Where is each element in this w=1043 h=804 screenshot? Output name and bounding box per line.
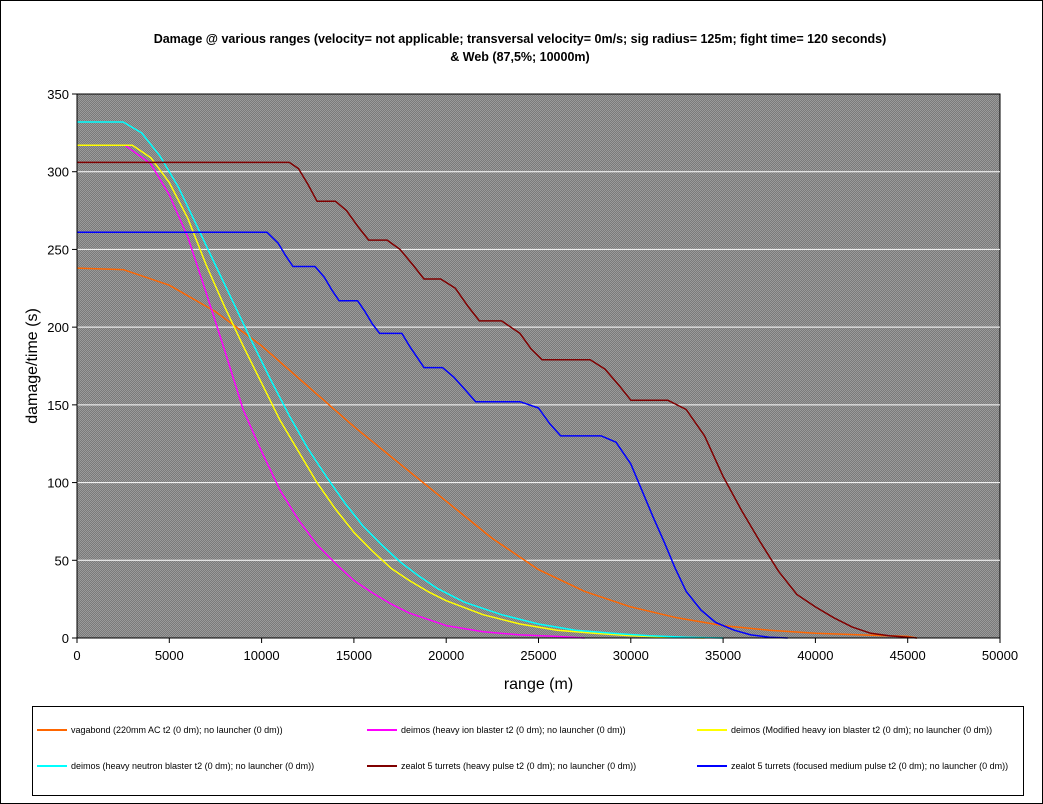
- legend-swatch: [697, 765, 727, 767]
- legend-label: deimos (heavy neutron blaster t2 (0 dm);…: [71, 761, 315, 771]
- gridlines: [77, 171, 1000, 561]
- y-axis-title: damage/time (s): [24, 308, 41, 424]
- y-tick-label: 50: [55, 553, 69, 568]
- series-layer: [76, 121, 918, 639]
- chart-title: Damage @ various ranges (velocity= not a…: [153, 32, 887, 64]
- x-axis-title: range (m): [504, 676, 573, 693]
- x-tick-label: 30000: [613, 648, 649, 663]
- legend-label: vagabond (220mm AC t2 (0 dm); no launche…: [71, 725, 283, 735]
- x-tick-label: 0: [73, 648, 80, 663]
- series-line-4: [77, 121, 724, 639]
- legend-label: deimos (heavy ion blaster t2 (0 dm); no …: [401, 725, 626, 735]
- y-tick-label: 200: [47, 320, 69, 335]
- y-tick-label: 300: [47, 165, 69, 180]
- legend-swatch: [367, 765, 397, 767]
- legend-item: deimos (heavy neutron blaster t2 (0 dm);…: [37, 759, 314, 773]
- legend-item: zealot 5 turrets (focused medium pulse t…: [697, 759, 1008, 773]
- legend-item: vagabond (220mm AC t2 (0 dm); no launche…: [37, 723, 283, 737]
- x-tick-label: 35000: [705, 648, 741, 663]
- x-tick-label: 10000: [244, 648, 280, 663]
- axes: 0 50 100 150 200 250 300 350 0 5000 10000 15000 2000…: [47, 87, 1018, 663]
- x-tick-label: 15000: [336, 648, 372, 663]
- y-tick-label: 0: [62, 631, 69, 646]
- series-line-1: [76, 267, 918, 639]
- x-tick-label: 45000: [890, 648, 926, 663]
- x-tick-label: 5000: [155, 648, 184, 663]
- legend-swatch: [697, 729, 727, 731]
- y-tick-label: 150: [47, 398, 69, 413]
- legend-label: zealot 5 turrets (focused medium pulse t…: [731, 761, 1009, 771]
- legend-swatch: [37, 765, 67, 767]
- y-tick-label: 100: [47, 476, 69, 491]
- x-tick-label: 50000: [982, 648, 1018, 663]
- plot-area: [76, 93, 1001, 639]
- legend-label: deimos (Modified heavy ion blaster t2 (0…: [731, 725, 993, 735]
- x-tick-label: 20000: [428, 648, 464, 663]
- series-line-3: [77, 144, 705, 639]
- x-tick-label: 25000: [520, 648, 556, 663]
- series-line-6: [77, 231, 788, 639]
- legend-swatch: [367, 729, 397, 731]
- legend-item: zealot 5 turrets (heavy pulse t2 (0 dm);…: [367, 759, 636, 773]
- y-tick-label: 250: [47, 242, 69, 257]
- legend-swatch: [37, 729, 67, 731]
- legend-item: deimos (heavy ion blaster t2 (0 dm); no …: [367, 723, 626, 737]
- legend-item: deimos (Modified heavy ion blaster t2 (0…: [697, 723, 992, 737]
- y-tick-label: 350: [47, 87, 69, 102]
- legend-label: zealot 5 turrets (heavy pulse t2 (0 dm);…: [401, 761, 637, 771]
- legend: vagabond (220mm AC t2 (0 dm); no launche…: [32, 706, 1024, 796]
- x-tick-label: 40000: [797, 648, 833, 663]
- series-line-2: [77, 144, 585, 639]
- series-line-5: [77, 161, 917, 639]
